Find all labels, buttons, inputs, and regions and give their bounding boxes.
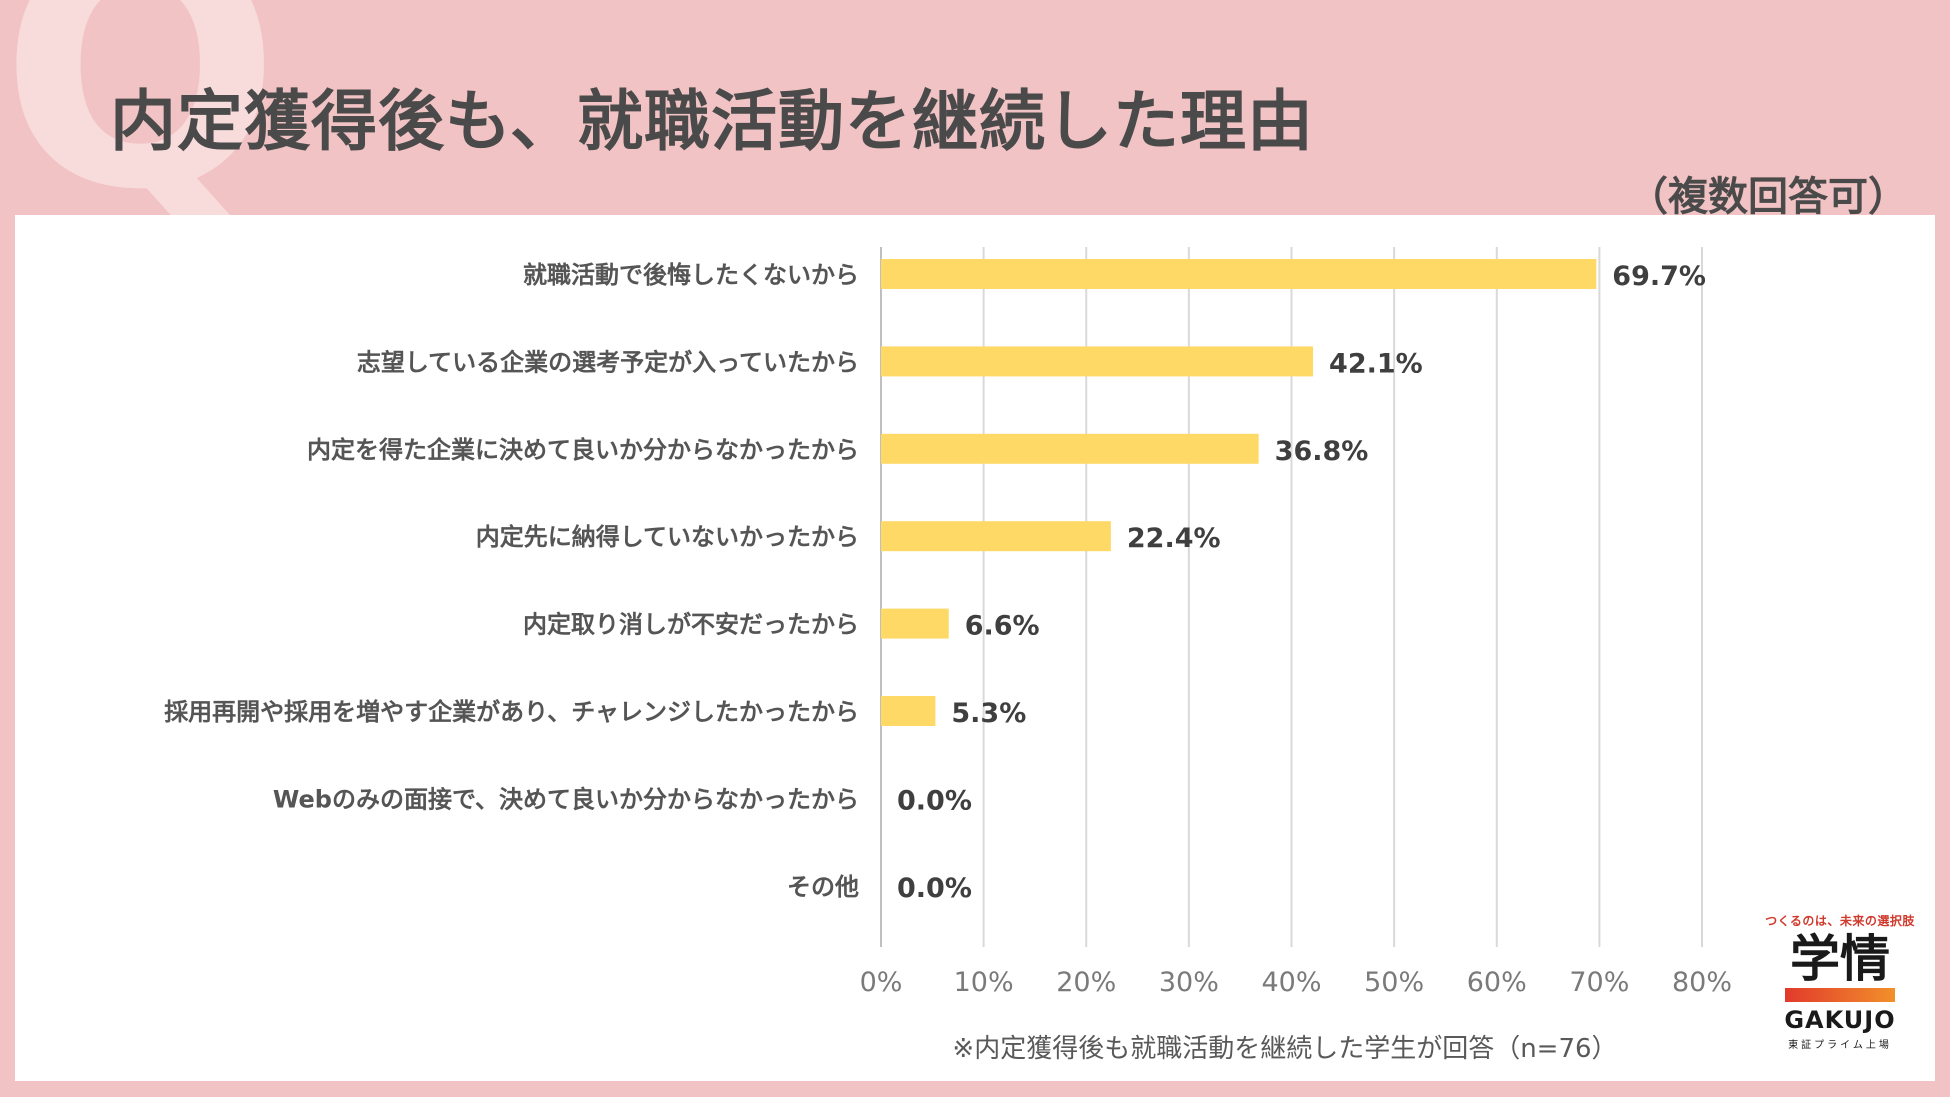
x-tick-label: 40% <box>1261 967 1321 998</box>
category-label: 内定を得た企業に決めて良いか分からなかったから <box>307 436 859 464</box>
logo-name: GAKUJO <box>1784 1005 1896 1034</box>
bar <box>881 433 1259 464</box>
data-label: 0.0% <box>897 785 972 816</box>
x-tick-label: 80% <box>1672 967 1732 998</box>
logo-color-bar <box>1785 987 1895 1002</box>
data-label: 42.1% <box>1329 348 1423 379</box>
data-label: 5.3% <box>951 698 1026 729</box>
x-tick-label: 0% <box>860 967 903 998</box>
x-tick-label: 50% <box>1364 967 1424 998</box>
logo-sub: 東証プライム上場 <box>1788 1039 1892 1051</box>
x-tick-label: 10% <box>954 967 1014 998</box>
chart-panel: 0% 10% 20% 30% 40% 50% 60% 70% 80% 就職活動で後悔したくないから… <box>15 215 1935 1081</box>
data-label: 6.6% <box>965 611 1040 642</box>
bar <box>881 259 1597 289</box>
page-title: 内定獲得後も、就職活動を継続した理由 <box>110 83 1315 160</box>
category-label: その他 <box>787 873 859 901</box>
bar-chart: 0% 10% 20% 30% 40% 50% 60% 70% 80% 就職活動で後悔したくないから… <box>164 247 1732 1064</box>
category-label: 内定取り消しが不安だったから <box>523 611 859 639</box>
category-label: 採用再開や採用を増やす企業があり、チャレンジしたかったから <box>164 698 859 726</box>
x-tick-label: 20% <box>1056 967 1116 998</box>
data-label: 69.7% <box>1612 261 1706 292</box>
bar <box>881 608 949 639</box>
bar <box>881 696 936 726</box>
bar <box>881 346 1314 377</box>
x-tick-label: 30% <box>1159 967 1219 998</box>
bar <box>881 521 1111 552</box>
category-label: 就職活動で後悔したくないから <box>523 261 859 289</box>
gakujo-logo: つくるのは、未来の選択肢 学情 GAKUJO 東証プライム上場 <box>1760 912 1920 1070</box>
logo-tagline: つくるのは、未来の選択肢 <box>1765 914 1915 928</box>
category-label: Webのみの面接で、決めて良いか分からなかったから <box>273 785 859 813</box>
data-label: 0.0% <box>897 873 972 904</box>
x-tick-label: 60% <box>1467 967 1527 998</box>
category-label: 志望している企業の選考予定が入っていたから <box>357 348 859 376</box>
data-label: 22.4% <box>1127 523 1221 554</box>
q-mark-decoration: Q <box>0 0 281 262</box>
category-label: 内定先に納得していないかったから <box>476 523 859 551</box>
logo-kanji: 学情 <box>1790 929 1890 988</box>
page-subtitle: （複数回答可） <box>1628 174 1908 220</box>
x-tick-label: 70% <box>1569 967 1629 998</box>
data-label: 36.8% <box>1275 436 1369 467</box>
footnote: ※内定獲得後も就職活動を継続した学生が回答（n=76） <box>952 1034 1617 1064</box>
